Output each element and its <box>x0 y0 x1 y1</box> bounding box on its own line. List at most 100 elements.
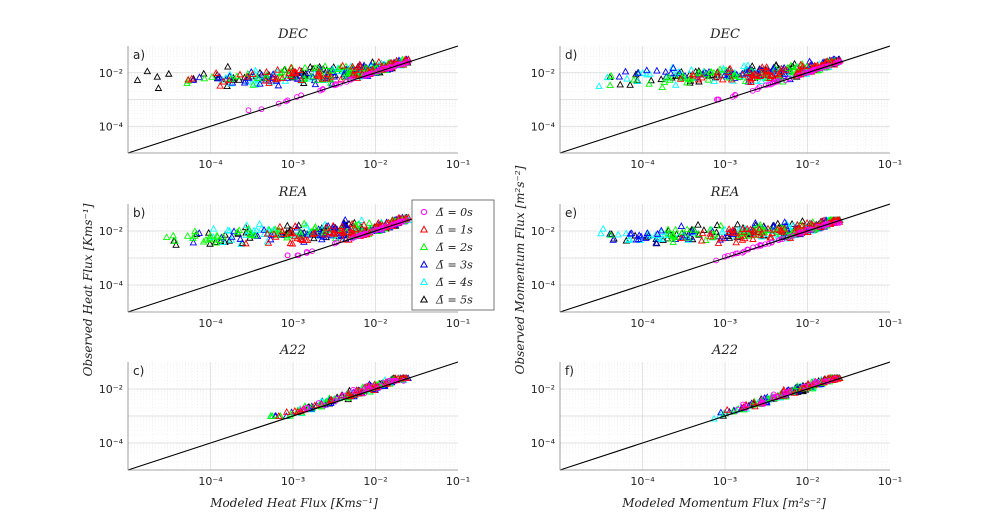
scatter-point <box>658 235 666 243</box>
scatter-point <box>813 379 819 385</box>
y-tick-label: 10⁻⁴ <box>531 120 556 133</box>
scatter-point <box>162 233 171 241</box>
legend-marker <box>419 242 429 251</box>
x-tick-label: 10⁻⁴ <box>630 158 655 171</box>
scatter-point <box>368 65 377 73</box>
one-to-one-line <box>559 361 891 471</box>
scatter-point <box>360 227 369 235</box>
scatter-point <box>669 238 677 245</box>
scatter-point <box>296 227 304 235</box>
scatter-point <box>293 234 301 242</box>
scatter-point <box>261 76 270 84</box>
panel-label: b) <box>133 206 145 220</box>
scatter-point <box>679 233 687 241</box>
scatter-point <box>764 224 772 232</box>
scatter-point <box>621 67 630 75</box>
scatter-point <box>357 233 363 239</box>
scatter-point <box>284 252 291 259</box>
scatter-point <box>653 66 661 74</box>
scatter-point <box>381 379 387 386</box>
scatter-point <box>298 92 305 99</box>
right-x-axis-title: Modeled Momentum Flux [m²s⁻²] <box>621 496 826 510</box>
scatter-point <box>740 227 748 235</box>
scatter-point <box>780 218 789 226</box>
scatter-point <box>768 239 775 246</box>
scatter-point <box>787 61 795 69</box>
scatter-point <box>206 231 215 239</box>
one-to-one-line <box>559 45 891 154</box>
scatter-point <box>306 63 314 70</box>
scatter-point <box>318 224 326 231</box>
scatter-point <box>243 72 252 80</box>
scatter-point <box>706 225 714 233</box>
scatter-point <box>751 219 760 226</box>
scatter-point <box>746 225 755 233</box>
scatter-point <box>405 59 411 65</box>
scatter-point <box>313 71 322 79</box>
scatter-point <box>187 74 196 82</box>
legend-label: Δ̄ = 0s <box>435 206 473 219</box>
scatter-point <box>335 65 343 72</box>
scatter-point <box>706 232 715 240</box>
scatter-point <box>679 71 688 79</box>
scatter-point <box>340 70 348 78</box>
scatter-point <box>727 75 736 83</box>
scatter-point <box>606 230 615 238</box>
scatter-point <box>315 67 323 75</box>
scatter-point <box>219 77 228 85</box>
y-tick-label: 10⁻⁴ <box>531 279 556 292</box>
scatter-point <box>398 61 405 68</box>
scatter-point <box>334 395 341 402</box>
scatter-point <box>725 225 733 232</box>
scatter-point <box>304 69 312 76</box>
panel-label: c) <box>133 364 144 378</box>
panel-title: DEC <box>709 27 740 42</box>
scatter-point <box>208 73 216 80</box>
panel-e: 10⁻⁴ 10⁻³ 10⁻² 10⁻¹ 10⁻² 10⁻⁴ REA e) <box>531 185 902 330</box>
scatter-point <box>281 65 290 73</box>
scatter-point <box>288 239 297 247</box>
x-tick-label: 10⁻² <box>363 317 387 330</box>
scatter-point <box>725 71 734 79</box>
x-tick-label: 10⁻⁴ <box>630 475 655 488</box>
scatter-point <box>632 235 641 243</box>
scatter-point <box>647 76 655 84</box>
scatter-point <box>637 232 645 240</box>
scatter-point <box>769 63 778 71</box>
scatter-point <box>798 62 807 70</box>
scatter-point <box>264 229 273 236</box>
scatter-point <box>244 224 253 232</box>
x-tick-label: 10⁻⁴ <box>198 475 223 488</box>
scatter-point <box>262 74 271 81</box>
legend-marker <box>419 260 429 268</box>
scatter-point <box>766 226 774 233</box>
scatter-point <box>356 69 365 76</box>
scatter-point <box>224 62 232 70</box>
scatter-point <box>710 77 718 85</box>
scatter-point <box>683 78 691 86</box>
panel-title: REA <box>710 185 740 200</box>
scatter-point <box>355 60 364 68</box>
scatter-point <box>360 220 368 228</box>
scatter-point <box>657 226 666 234</box>
scatter-point <box>724 68 733 76</box>
scatter-point <box>206 235 215 243</box>
scatter-point <box>184 75 192 83</box>
scatter-point <box>786 234 793 240</box>
scatter-point <box>723 405 731 413</box>
one-to-one-line <box>127 361 459 471</box>
y-tick-label: 10⁻² <box>531 225 555 238</box>
scatter-point <box>687 65 696 73</box>
panel-title: REA <box>278 185 308 200</box>
legend-marker <box>419 277 429 286</box>
scatter-point <box>233 72 241 80</box>
scatter-point <box>606 81 614 89</box>
scatter-point <box>315 400 322 406</box>
panel-label: a) <box>133 48 145 62</box>
scatter-point <box>764 70 772 78</box>
scatter-point <box>143 67 152 75</box>
scatter-point <box>245 107 252 114</box>
one-to-one-line <box>559 203 891 313</box>
scatter-point <box>789 232 796 239</box>
